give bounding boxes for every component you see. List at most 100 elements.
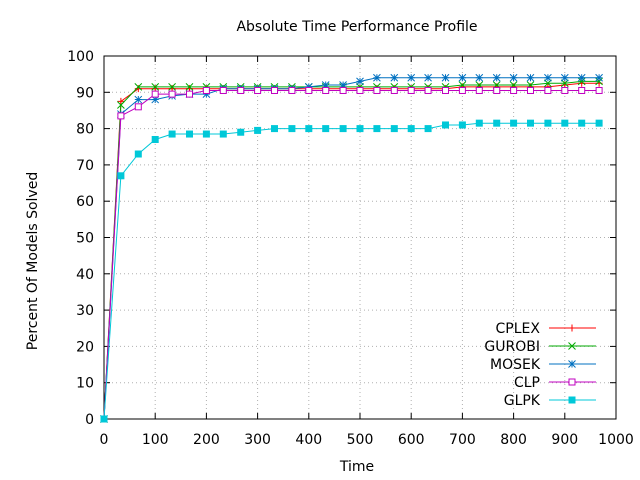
data-point: [493, 86, 501, 94]
y-axis-label: Percent Of Models Solved: [25, 172, 41, 350]
x-tick-label: 800: [500, 432, 527, 448]
data-point: [458, 73, 467, 82]
data-point: [475, 119, 483, 127]
data-point: [577, 73, 586, 82]
data-point: [151, 95, 160, 104]
data-point: [544, 73, 552, 82]
data-point: [134, 103, 142, 111]
y-tick-label: 30: [76, 303, 94, 319]
data-point: [526, 119, 534, 127]
x-tick-label: 100: [142, 432, 169, 448]
data-point: [202, 90, 211, 98]
data-point: [186, 90, 194, 98]
data-point: [390, 73, 399, 82]
series-line: [103, 80, 600, 420]
legend: CPLEX GUROBI MOSEK CLP GLPK: [484, 321, 596, 409]
data-point: [185, 83, 194, 91]
data-point: [134, 95, 143, 104]
x-axis-label: Time: [339, 459, 374, 475]
legend-label: CPLEX: [496, 321, 541, 337]
data-point: [305, 86, 313, 94]
data-point: [373, 86, 381, 94]
data-point: [561, 119, 569, 127]
data-point: [407, 73, 416, 82]
data-point: [458, 86, 466, 94]
data-point: [510, 119, 518, 127]
data-point: [493, 119, 501, 127]
axis-ticks: 0 100 200 300 400 500 600 700 800 900 1000 0 10 20 30 4…: [67, 49, 634, 448]
data-point: [186, 130, 194, 138]
y-tick-label: 20: [76, 339, 94, 355]
data-point: [373, 125, 381, 133]
data-point: [254, 86, 262, 94]
data-point: [339, 125, 347, 133]
data-point: [424, 125, 432, 133]
series-glpk: [100, 119, 603, 423]
data-point: [526, 86, 534, 94]
x-tick-label: 400: [295, 432, 322, 448]
legend-label: GUROBI: [484, 339, 540, 355]
data-point: [492, 73, 501, 82]
data-point: [237, 128, 245, 136]
data-point: [458, 121, 466, 129]
data-point: [151, 90, 159, 98]
x-tick-label: 300: [244, 432, 271, 448]
x-tick-label: 200: [193, 432, 220, 448]
data-point: [560, 79, 569, 88]
data-point: [442, 121, 450, 129]
data-point: [561, 86, 569, 94]
data-point: [578, 119, 586, 127]
data-point: [168, 83, 176, 91]
x-tick-label: 500: [347, 432, 374, 448]
data-point: [356, 125, 364, 133]
data-point: [475, 73, 484, 82]
data-point: [270, 125, 278, 133]
data-point: [168, 90, 176, 98]
data-point: [595, 119, 603, 127]
series-clp: [100, 86, 603, 423]
data-point: [595, 77, 603, 86]
y-tick-label: 80: [76, 122, 94, 138]
data-point: [568, 378, 576, 386]
data-point: [544, 79, 552, 88]
data-point: [202, 130, 210, 138]
data-point: [321, 81, 330, 89]
y-tick-label: 10: [76, 376, 94, 392]
data-point: [390, 86, 398, 94]
data-point: [202, 86, 210, 94]
data-point: [134, 150, 142, 158]
data-point: [117, 101, 125, 109]
y-tick-label: 0: [85, 412, 94, 428]
data-point: [442, 86, 450, 94]
data-point: [322, 86, 330, 94]
data-point: [578, 86, 586, 94]
data-point: [339, 81, 347, 89]
data-point: [117, 97, 125, 105]
y-tick-label: 50: [76, 231, 94, 247]
data-point: [237, 86, 245, 94]
data-point: [544, 86, 552, 94]
data-point: [424, 73, 432, 82]
data-point: [339, 86, 347, 94]
data-point: [424, 86, 432, 94]
data-point: [544, 119, 552, 127]
data-point: [305, 125, 313, 133]
data-point: [407, 125, 415, 133]
series-lines: [100, 73, 603, 423]
x-tick-label: 1000: [598, 432, 634, 448]
data-point: [568, 324, 576, 332]
data-point: [595, 86, 603, 94]
y-tick-label: 40: [76, 267, 94, 283]
data-point: [151, 83, 160, 91]
data-point: [168, 130, 176, 138]
x-tick-label: 700: [449, 432, 476, 448]
data-point: [304, 83, 313, 91]
data-point: [568, 360, 576, 368]
data-point: [356, 77, 364, 86]
y-tick-label: 60: [76, 194, 94, 210]
data-point: [219, 86, 227, 94]
x-tick-label: 0: [100, 432, 109, 448]
data-point: [510, 86, 518, 94]
data-point: [407, 86, 415, 94]
